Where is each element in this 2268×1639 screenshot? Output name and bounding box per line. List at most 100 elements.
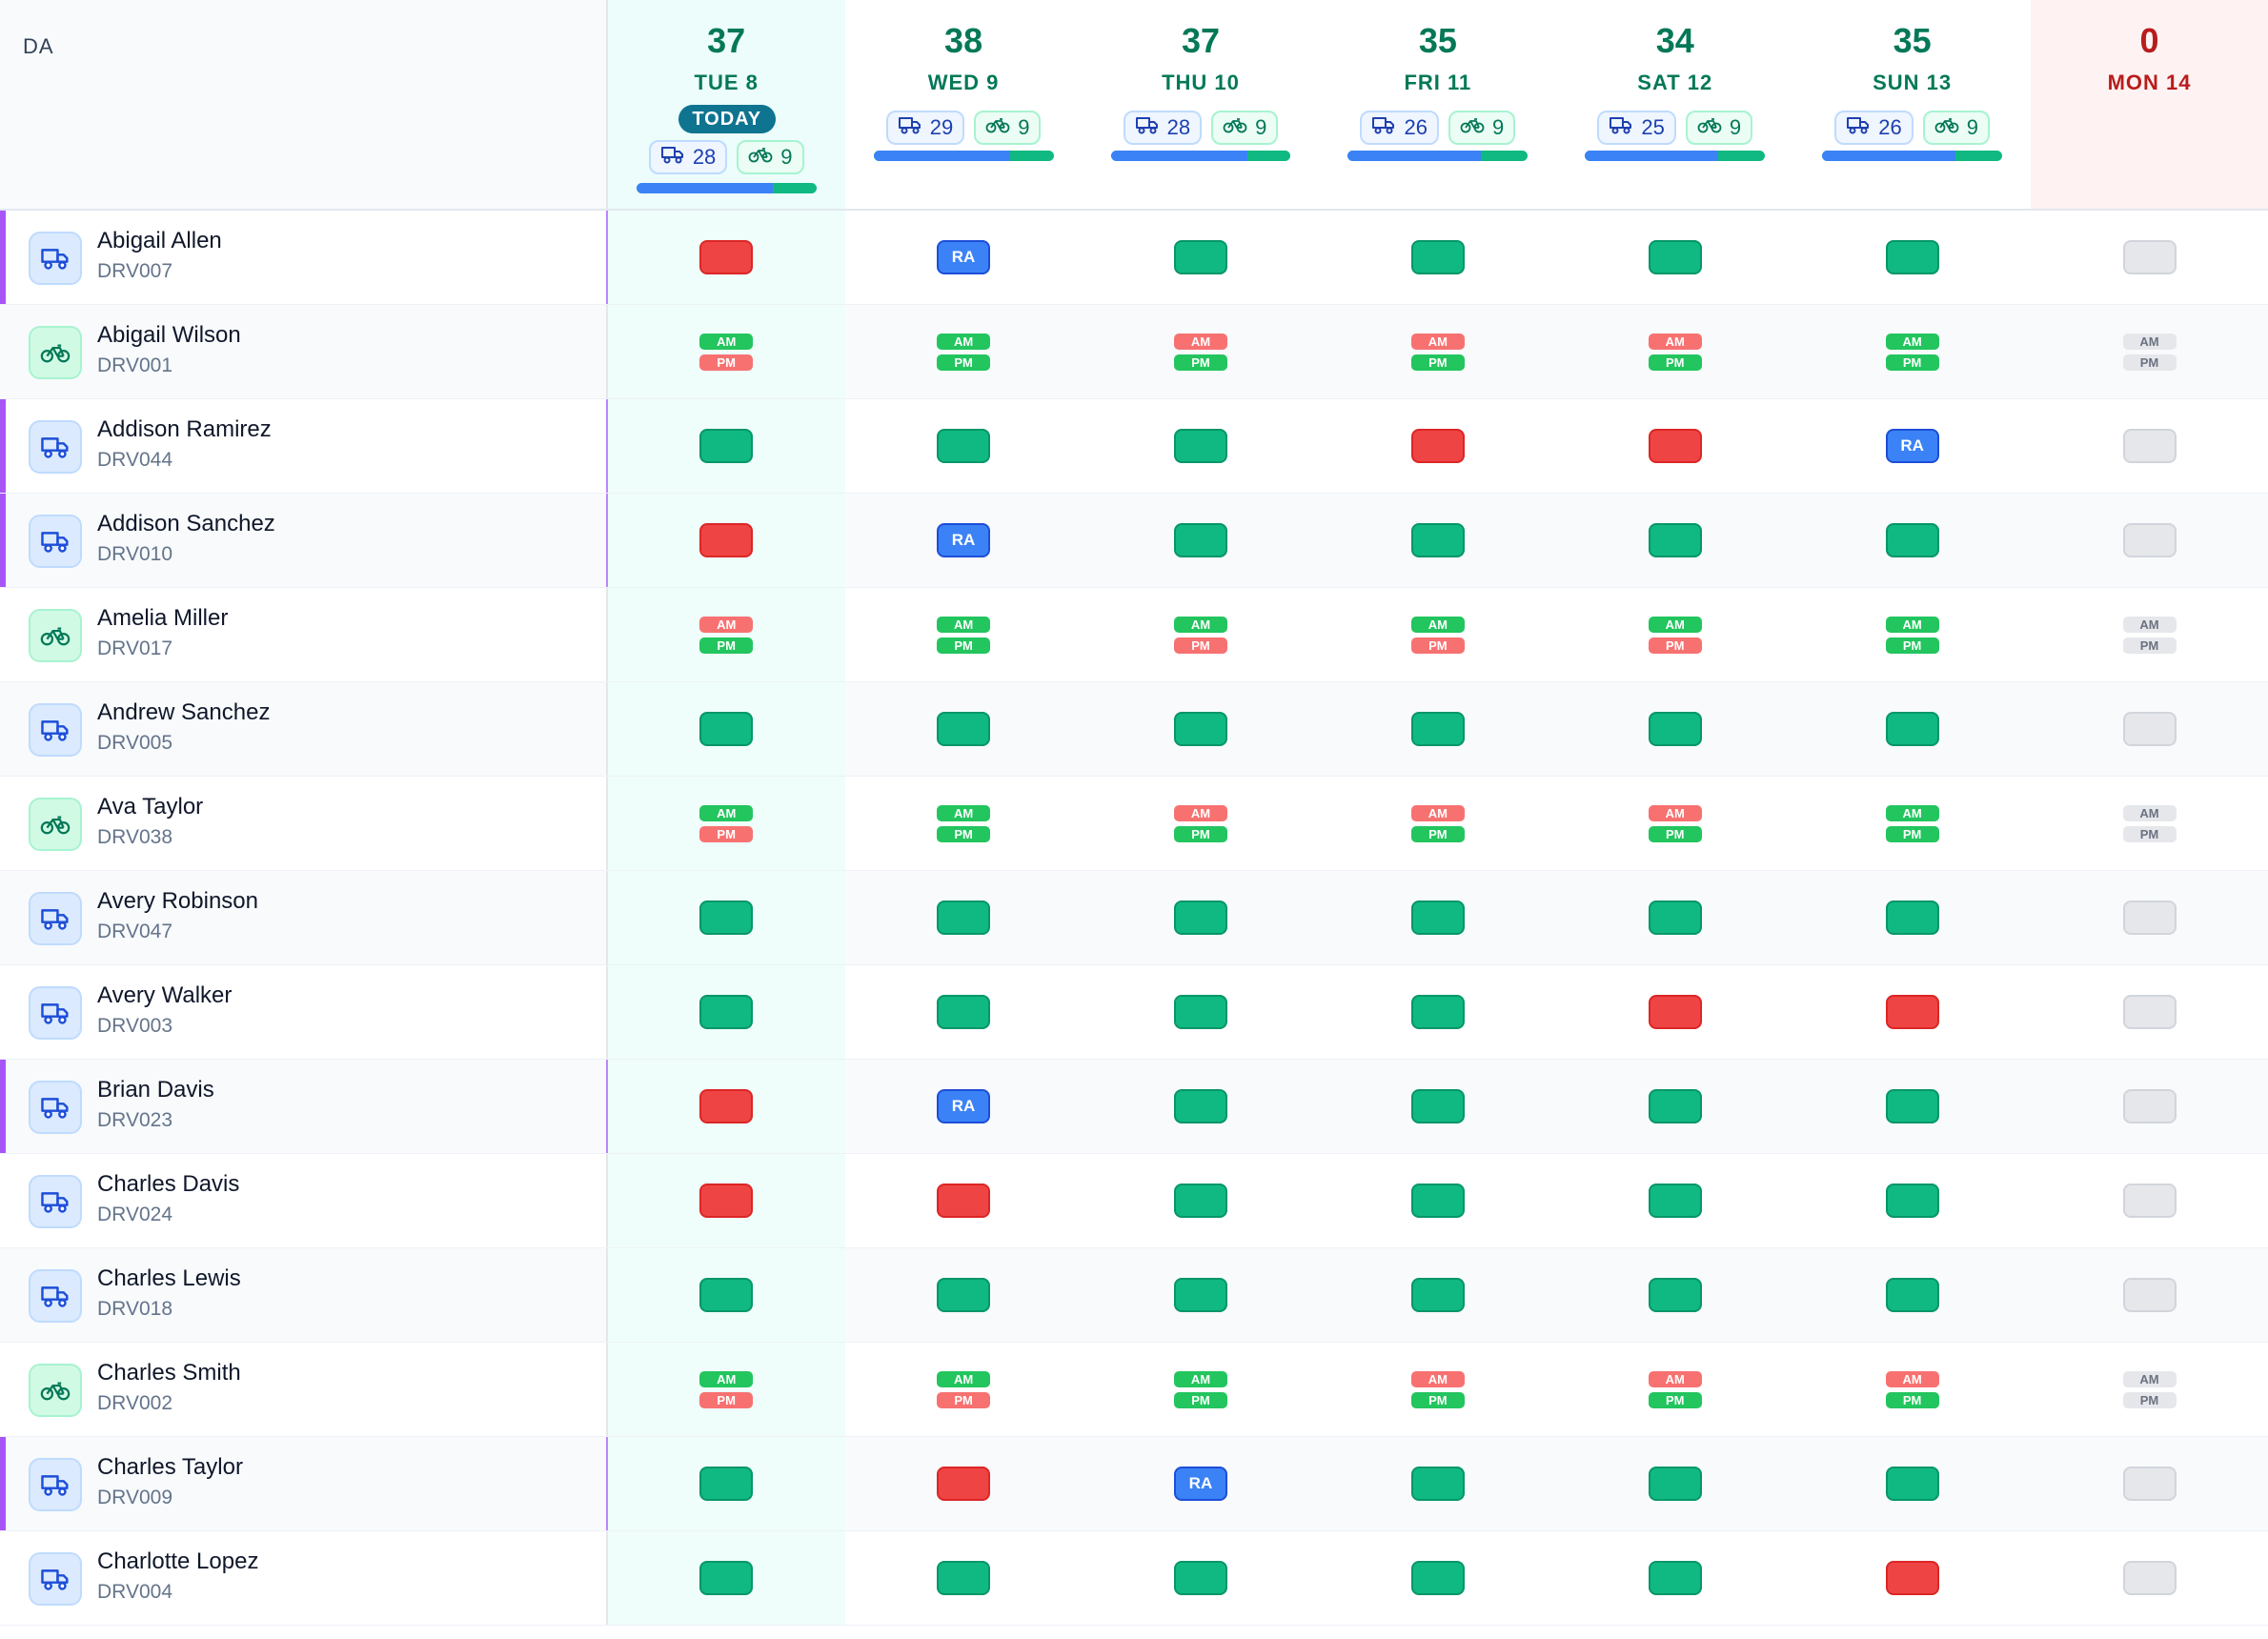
day-header-sun-13[interactable]: 35 SUN 13 26 9	[1793, 0, 2031, 209]
shift-unavailable-block[interactable]	[937, 1184, 991, 1218]
shift-cell[interactable]	[1319, 1531, 1556, 1625]
shift-available-block[interactable]	[1173, 429, 1227, 463]
shift-cell[interactable]	[1083, 965, 1320, 1059]
shift-cell[interactable]	[845, 1531, 1083, 1625]
pm-shift-badge[interactable]: PM	[699, 825, 754, 842]
shift-cell[interactable]	[607, 494, 845, 587]
am-pm-shift[interactable]: AM PM	[1410, 616, 1465, 654]
shift-unavailable-block[interactable]	[937, 1467, 991, 1501]
shift-cell[interactable]: AM PM	[1083, 305, 1320, 398]
shift-cell[interactable]	[845, 682, 1083, 776]
shift-cell[interactable]	[1319, 399, 1556, 493]
pm-shift-badge[interactable]: PM	[2122, 354, 2177, 371]
shift-cell[interactable]	[1083, 1060, 1320, 1153]
shift-available-block[interactable]	[1410, 1278, 1465, 1312]
am-pm-shift[interactable]: AM PM	[1173, 333, 1227, 371]
shift-cell[interactable]	[1556, 1154, 1793, 1247]
shift-cell[interactable]	[845, 871, 1083, 964]
shift-available-block[interactable]	[1173, 523, 1227, 557]
shift-cell[interactable]	[2031, 211, 2268, 304]
am-pm-shift[interactable]: AM PM	[1410, 804, 1465, 842]
shift-cell[interactable]: AM PM	[2031, 777, 2268, 870]
pm-shift-badge[interactable]: PM	[1885, 637, 1939, 654]
shift-cell[interactable]	[2031, 682, 2268, 776]
shift-available-block[interactable]	[699, 900, 754, 935]
shift-cell[interactable]: RA	[1083, 1437, 1320, 1530]
shift-cell[interactable]	[2031, 1531, 2268, 1625]
am-pm-shift[interactable]: AM PM	[699, 1370, 754, 1408]
driver-cell[interactable]: Addison Ramirez DRV044	[0, 399, 608, 493]
shift-cell[interactable]	[1083, 1248, 1320, 1342]
shift-empty-block[interactable]	[2122, 995, 2177, 1029]
shift-available-block[interactable]	[1173, 1561, 1227, 1595]
shift-cell[interactable]	[1319, 965, 1556, 1059]
am-shift-badge[interactable]: AM	[937, 616, 991, 633]
am-shift-badge[interactable]: AM	[1410, 333, 1465, 350]
shift-available-block[interactable]	[1885, 240, 1939, 274]
shift-cell[interactable]	[1793, 1437, 2031, 1530]
shift-cell[interactable]: AM PM	[607, 588, 845, 681]
pm-shift-badge[interactable]: PM	[1648, 1391, 1702, 1408]
pm-shift-badge[interactable]: PM	[1410, 825, 1465, 842]
pm-shift-badge[interactable]: PM	[699, 637, 754, 654]
shift-cell[interactable]	[845, 965, 1083, 1059]
shift-cell[interactable]	[1556, 399, 1793, 493]
shift-available-block[interactable]	[937, 1561, 991, 1595]
shift-cell[interactable]	[1319, 1154, 1556, 1247]
shift-available-block[interactable]	[1648, 712, 1702, 746]
shift-cell[interactable]	[845, 1154, 1083, 1247]
shift-available-block[interactable]	[1885, 1089, 1939, 1123]
rescue-assignment-block[interactable]: RA	[1885, 429, 1939, 463]
shift-available-block[interactable]	[1410, 1467, 1465, 1501]
day-header-fri-11[interactable]: 35 FRI 11 26 9	[1319, 0, 1556, 209]
shift-available-block[interactable]	[699, 1467, 754, 1501]
shift-cell[interactable]	[607, 1531, 845, 1625]
shift-unavailable-block[interactable]	[1885, 1561, 1939, 1595]
shift-available-block[interactable]	[1173, 1089, 1227, 1123]
shift-cell[interactable]: AM PM	[1083, 588, 1320, 681]
shift-cell[interactable]	[1083, 871, 1320, 964]
am-shift-badge[interactable]: AM	[1648, 616, 1702, 633]
day-header-tue-8[interactable]: 37 TUE 8 TODAY 28 9	[607, 0, 845, 209]
shift-available-block[interactable]	[699, 995, 754, 1029]
shift-cell[interactable]	[1556, 1531, 1793, 1625]
am-shift-badge[interactable]: AM	[2122, 333, 2177, 350]
shift-unavailable-block[interactable]	[1648, 429, 1702, 463]
shift-available-block[interactable]	[1648, 1184, 1702, 1218]
shift-cell[interactable]	[1793, 211, 2031, 304]
am-pm-shift[interactable]: AM PM	[2122, 1370, 2177, 1408]
shift-cell[interactable]	[2031, 494, 2268, 587]
shift-available-block[interactable]	[1885, 900, 1939, 935]
shift-cell[interactable]	[1083, 211, 1320, 304]
am-pm-shift[interactable]: AM PM	[1648, 333, 1702, 371]
shift-cell[interactable]	[1556, 1437, 1793, 1530]
shift-cell[interactable]: AM PM	[2031, 588, 2268, 681]
shift-cell[interactable]: AM PM	[1556, 588, 1793, 681]
shift-cell[interactable]	[607, 211, 845, 304]
am-shift-badge[interactable]: AM	[1885, 804, 1939, 821]
shift-unavailable-block[interactable]	[699, 240, 754, 274]
driver-cell[interactable]: Charles Davis DRV024	[0, 1154, 608, 1247]
shift-cell[interactable]	[1556, 965, 1793, 1059]
am-shift-badge[interactable]: AM	[937, 333, 991, 350]
driver-cell[interactable]: Amelia Miller DRV017	[0, 588, 608, 681]
shift-cell[interactable]: AM PM	[845, 305, 1083, 398]
am-pm-shift[interactable]: AM PM	[1410, 1370, 1465, 1408]
shift-available-block[interactable]	[937, 995, 991, 1029]
shift-cell[interactable]	[1556, 871, 1793, 964]
shift-cell[interactable]: RA	[1793, 399, 2031, 493]
am-shift-badge[interactable]: AM	[1648, 333, 1702, 350]
shift-cell[interactable]	[1793, 1060, 2031, 1153]
shift-empty-block[interactable]	[2122, 240, 2177, 274]
am-shift-badge[interactable]: AM	[1885, 333, 1939, 350]
rescue-assignment-block[interactable]: RA	[937, 240, 991, 274]
shift-cell[interactable]: AM PM	[1319, 588, 1556, 681]
shift-cell[interactable]	[1793, 1154, 2031, 1247]
am-pm-shift[interactable]: AM PM	[1173, 1370, 1227, 1408]
shift-empty-block[interactable]	[2122, 712, 2177, 746]
shift-cell[interactable]	[607, 1060, 845, 1153]
pm-shift-badge[interactable]: PM	[1410, 1391, 1465, 1408]
rescue-assignment-block[interactable]: RA	[937, 523, 991, 557]
shift-available-block[interactable]	[937, 900, 991, 935]
shift-cell[interactable]	[1319, 1248, 1556, 1342]
